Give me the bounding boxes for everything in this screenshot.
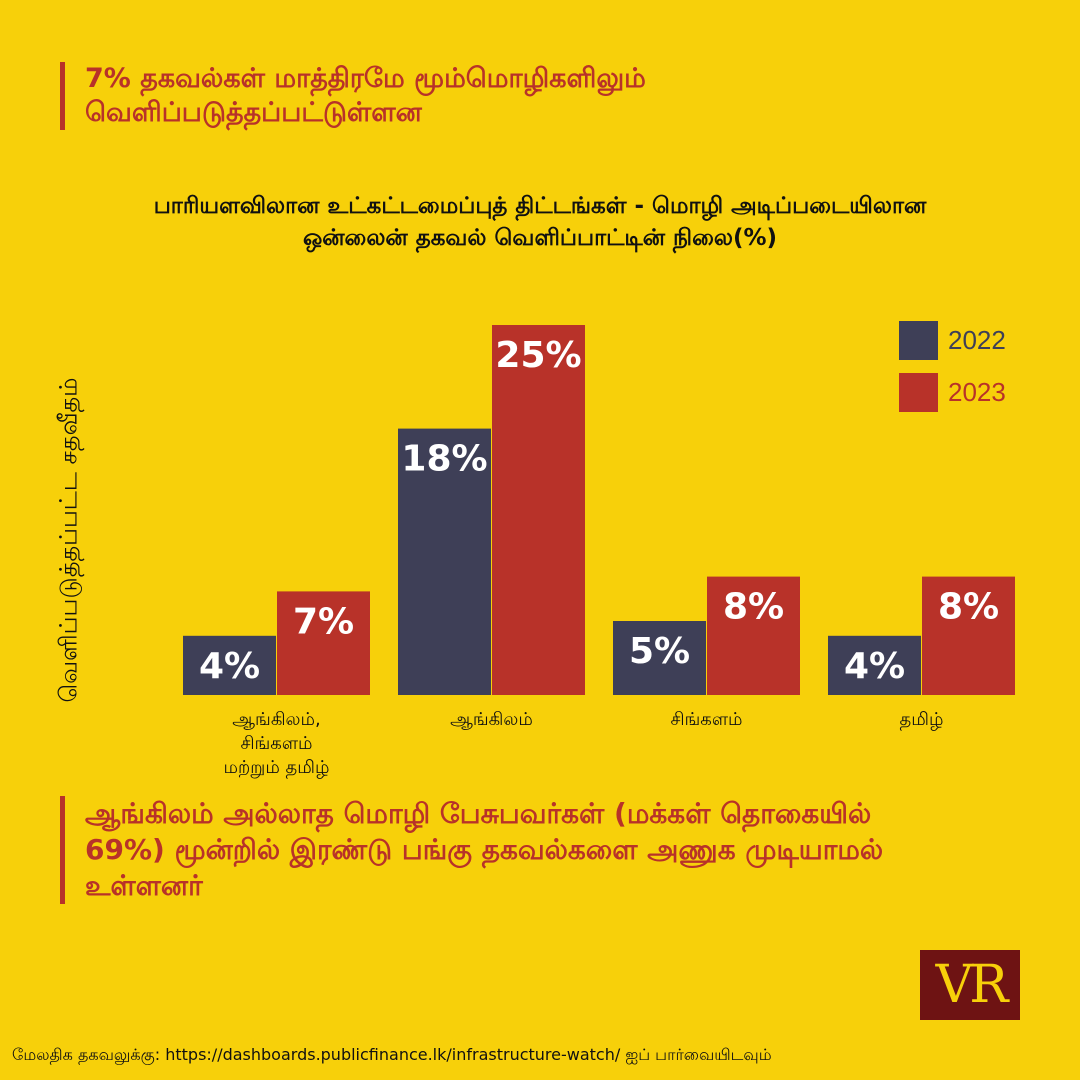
data-label-2022-2: 5% [629, 631, 690, 672]
bar-2023-2 [707, 576, 800, 695]
legend-label-2023: 2023 [948, 376, 1006, 407]
category-label-1: ஆங்கிலம் [392, 708, 592, 732]
bar-2022-2 [613, 621, 706, 695]
bar-2023-1 [492, 325, 585, 695]
source-note: மேலதிக தகவலுக்கு: https://dashboards.pub… [12, 1045, 772, 1064]
category-label-line: சிங்களம் [240, 733, 313, 754]
legend-item-2023: 2023 [899, 372, 1006, 412]
bar-2023-0 [277, 591, 370, 695]
bar-2022-0 [183, 635, 276, 695]
legend-label-2022: 2022 [948, 324, 1006, 355]
category-label-2: சிங்களம் [607, 708, 807, 732]
category-label-3: தமிழ் [822, 708, 1022, 732]
category-label-0: ஆங்கிலம், சிங்களம் மற்றும் தமிழ் [177, 708, 377, 780]
legend-swatch-2023 [899, 372, 938, 412]
category-label-line: சிங்களம் [670, 709, 743, 730]
data-label-2022-1: 18% [401, 439, 487, 480]
category-label-line: ஆங்கிலம் [450, 709, 533, 730]
headline: 7% தகவல்கள் மாத்திரமே மூம்மொழிகளிலும் வெ… [60, 62, 985, 130]
vr-logo: VR [920, 950, 1020, 1020]
data-label-2022-3: 4% [844, 646, 905, 687]
category-label-line: மற்றும் தமிழ் [223, 757, 330, 778]
data-label-2023-0: 7% [293, 601, 354, 642]
footnote: ஆங்கிலம் அல்லாத மொழி பேசுபவர்கள் (மக்கள்… [60, 796, 945, 904]
category-label-line: தமிழ் [899, 709, 944, 730]
data-label-2023-3: 8% [938, 587, 999, 628]
legend: 2022 2023 [899, 320, 1006, 424]
legend-item-2022: 2022 [899, 320, 1006, 360]
data-label-2023-2: 8% [723, 587, 784, 628]
bar-2022-3 [828, 635, 921, 695]
legend-swatch-2022 [899, 320, 938, 360]
data-label-2023-1: 25% [495, 335, 581, 376]
category-label-line: ஆங்கிலம், [232, 709, 321, 730]
bar-2023-3 [922, 576, 1015, 695]
data-label-2022-0: 4% [199, 646, 260, 687]
bar-2022-1 [398, 428, 491, 695]
chart-title: பாரியளவிலான உட்கட்டமைப்புத் திட்டங்கள் -… [153, 193, 927, 251]
